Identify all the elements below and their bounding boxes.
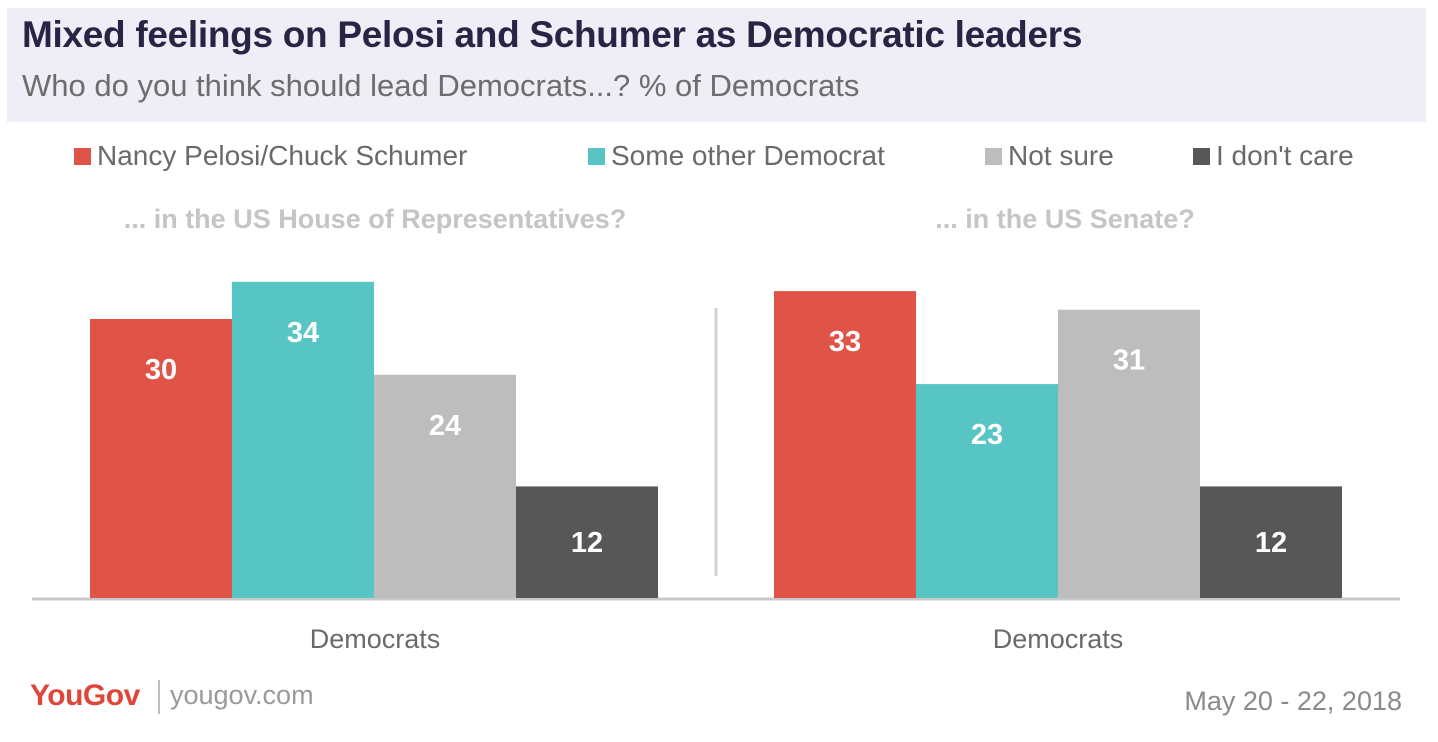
bar bbox=[1200, 486, 1342, 598]
bar bbox=[232, 281, 374, 598]
data-label: 24 bbox=[429, 410, 461, 442]
bar bbox=[516, 486, 658, 598]
bar bbox=[1058, 309, 1200, 598]
bar bbox=[90, 319, 232, 598]
data-label: 12 bbox=[1255, 527, 1287, 559]
panel-title-house: ... in the US House of Representatives? bbox=[123, 204, 627, 234]
yougov-logo: YouGov bbox=[30, 679, 140, 712]
footer-divider bbox=[158, 680, 160, 714]
legend-item-other-democrat: Some other Democrat bbox=[588, 140, 885, 172]
legend-label: Not sure bbox=[1008, 140, 1114, 171]
footer-url[interactable]: yougov.com bbox=[170, 680, 314, 710]
legend-swatch bbox=[1193, 147, 1210, 165]
chart-subtitle: Who do you think should lead Democrats..… bbox=[22, 68, 860, 103]
legend-swatch bbox=[588, 147, 605, 165]
panel-title-senate: ... in the US Senate? bbox=[935, 204, 1195, 234]
data-label: 12 bbox=[571, 527, 603, 559]
legend-swatch bbox=[985, 147, 1002, 165]
category-label: Democrats bbox=[310, 624, 441, 654]
legend-label: Nancy Pelosi/Chuck Schumer bbox=[97, 140, 468, 171]
bar bbox=[916, 384, 1058, 598]
survey-date: May 20 - 22, 2018 bbox=[1184, 686, 1402, 716]
legend: Nancy Pelosi/Chuck Schumer Some other De… bbox=[0, 140, 1438, 180]
data-label: 34 bbox=[287, 317, 319, 349]
bar bbox=[774, 291, 916, 598]
header-band bbox=[7, 8, 1426, 122]
legend-label: I don't care bbox=[1216, 140, 1354, 171]
bar bbox=[374, 374, 516, 598]
data-label: 30 bbox=[145, 354, 177, 386]
legend-item-pelosi-schumer: Nancy Pelosi/Chuck Schumer bbox=[74, 140, 467, 172]
category-label: Democrats bbox=[993, 624, 1124, 654]
legend-swatch bbox=[74, 147, 91, 165]
data-label: 31 bbox=[1113, 345, 1145, 377]
legend-label: Some other Democrat bbox=[611, 140, 885, 171]
chart-title: Mixed feelings on Pelosi and Schumer as … bbox=[22, 14, 1083, 55]
data-label: 33 bbox=[829, 326, 861, 358]
data-label: 23 bbox=[971, 419, 1003, 451]
legend-item-dont-care: I don't care bbox=[1193, 140, 1354, 172]
legend-item-not-sure: Not sure bbox=[985, 140, 1114, 172]
